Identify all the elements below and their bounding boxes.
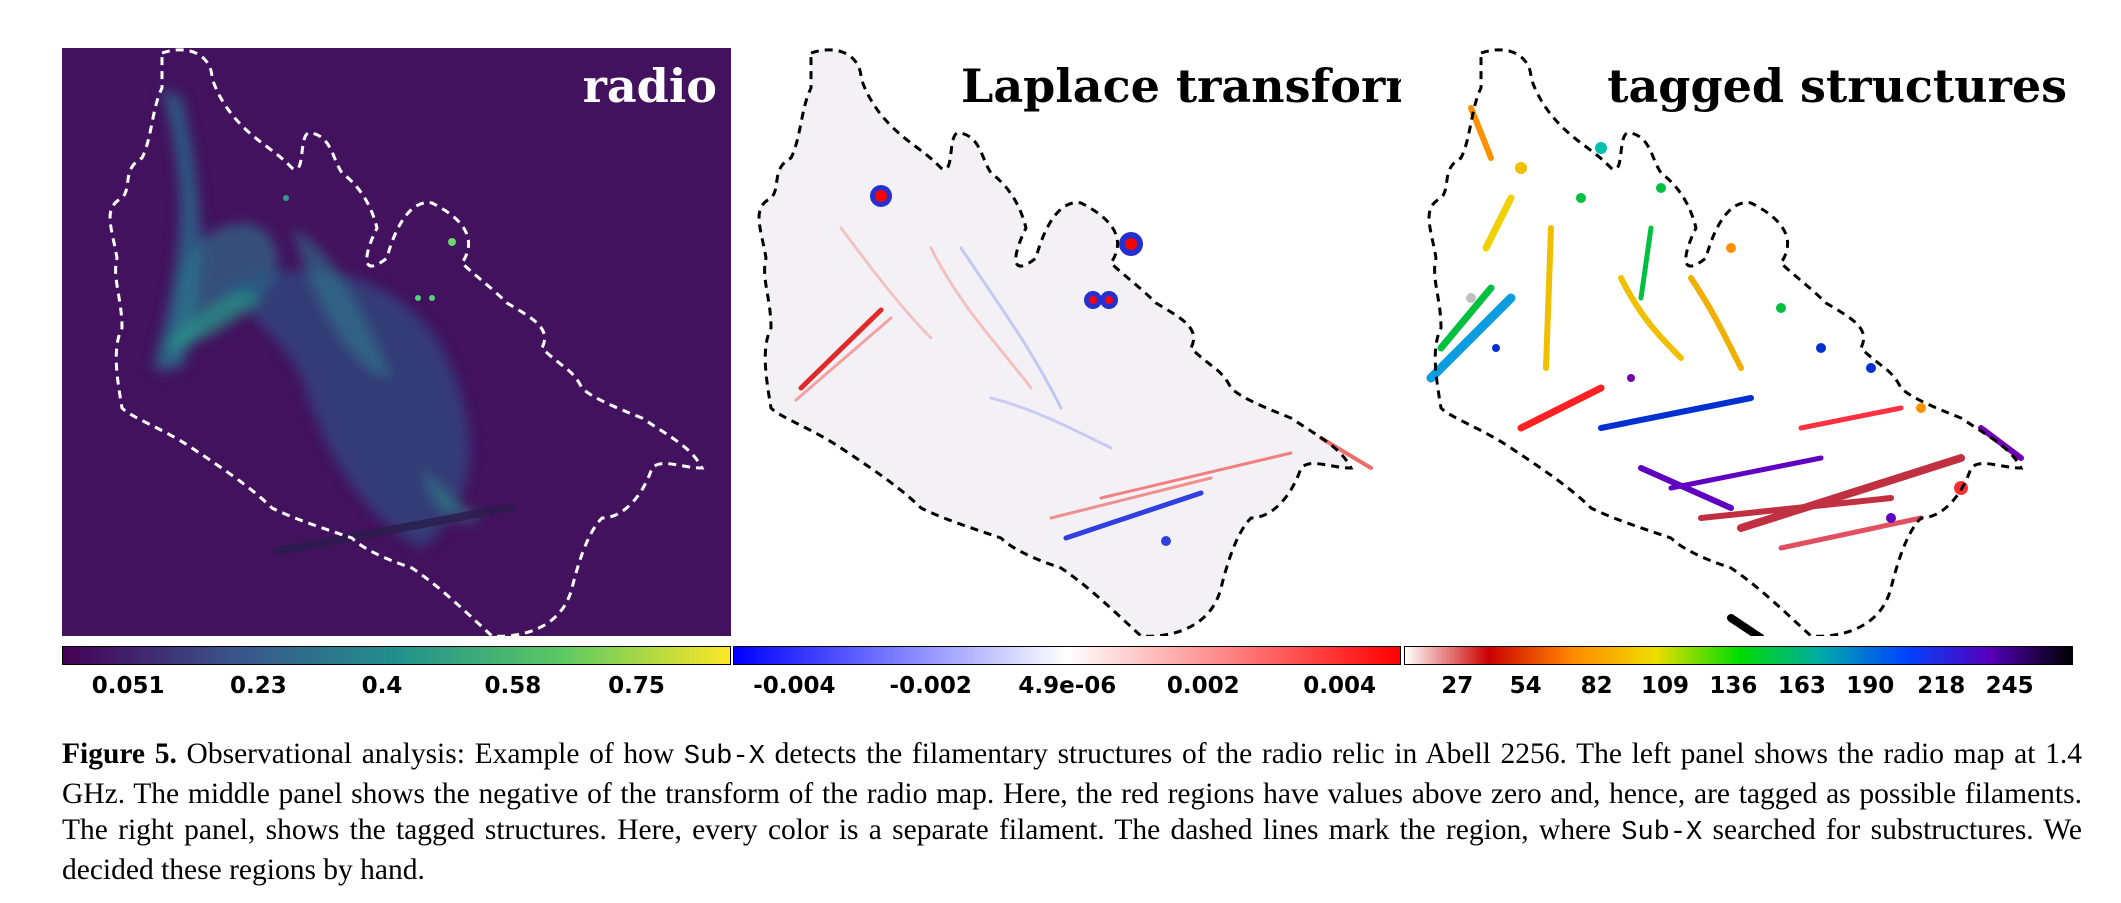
radio-emission [152,88,482,548]
tagged-map-image [1401,48,2073,636]
colorbar-tick: 0.23 [229,673,287,699]
caption-text: detects the filamentary structures of th… [62,738,2082,846]
colorbar-tick: 163 [1777,673,1826,699]
colorbar-tick: 218 [1917,673,1966,699]
tagged-filaments [1426,105,2024,636]
source-core [1105,296,1113,304]
source-core [1161,536,1171,546]
panel-title-tagged: tagged structures [1607,59,2067,113]
region-boundary-dashed [108,48,705,636]
colorbar-tick: -0.004 [753,673,836,699]
region-boundary-dashed [757,48,1354,636]
laplace-field [759,49,1351,636]
colorbar-tick: 4.9e-06 [1018,673,1117,699]
laplace-features [794,226,1373,541]
figure-caption: Figure 5. Observational analysis: Exampl… [62,736,2082,888]
colorbar-tick: 0.002 [1166,673,1240,699]
colorbar-tick: 109 [1640,673,1690,699]
colorbar-tick: 245 [1985,673,2034,699]
caption-text: searched for substructures. We decided t… [62,814,2082,886]
colorbar-ticks-radio: 0.051 0.23 0.4 0.58 0.75 [62,673,731,703]
colorbar-tick: -0.002 [889,673,972,699]
colorbar-ticks-laplace: -0.004 -0.002 4.9e-06 0.002 0.004 [733,673,1401,703]
panel-title-laplace: Laplace transform [961,59,1434,113]
colorbar-tick: 0.4 [361,673,403,699]
region-boundary-dashed [1427,48,2024,636]
laplace-map-image [731,48,1401,636]
colorbar-laplace [733,646,1401,665]
tagged-blobs [1466,142,1968,523]
radio-source [448,238,456,246]
panel-title-radio: radio [582,59,717,113]
caption-text: Observational analysis: Example of how [176,738,684,770]
figure-label: Figure 5. [62,738,177,770]
colorbar-tick: 136 [1709,673,1758,699]
tagged-panel: tagged structures [1401,48,2073,636]
colorbar-tick: 27 [1441,673,1474,699]
colorbar-radio [62,646,731,665]
radio-source [283,195,289,201]
radio-panel: radio [62,48,731,636]
colorbar-tagged [1404,646,2073,665]
laplace-panel: Laplace transform [731,48,1434,636]
radio-map-image [62,48,731,636]
colorbar-tick: 190 [1846,673,1895,699]
code-term: Sub-X [1621,818,1703,848]
colorbar-tick: 0.004 [1303,673,1377,699]
artefact-streak [272,503,517,556]
radio-source [415,295,421,301]
radio-source [429,295,435,301]
source-core [1089,296,1097,304]
colorbar-tick: 0.051 [91,673,165,699]
source-core [875,190,887,202]
colorbar-tick: 0.58 [484,673,542,699]
colorbar-tick: 0.75 [608,673,665,699]
code-term: Sub-X [683,742,765,772]
colorbar-ticks-tagged: 27 54 82 109 136 163 190 218 245 [1404,673,2073,703]
colorbar-tick: 54 [1509,673,1542,699]
source-core [1125,238,1137,250]
colorbar-tick: 82 [1580,673,1613,699]
